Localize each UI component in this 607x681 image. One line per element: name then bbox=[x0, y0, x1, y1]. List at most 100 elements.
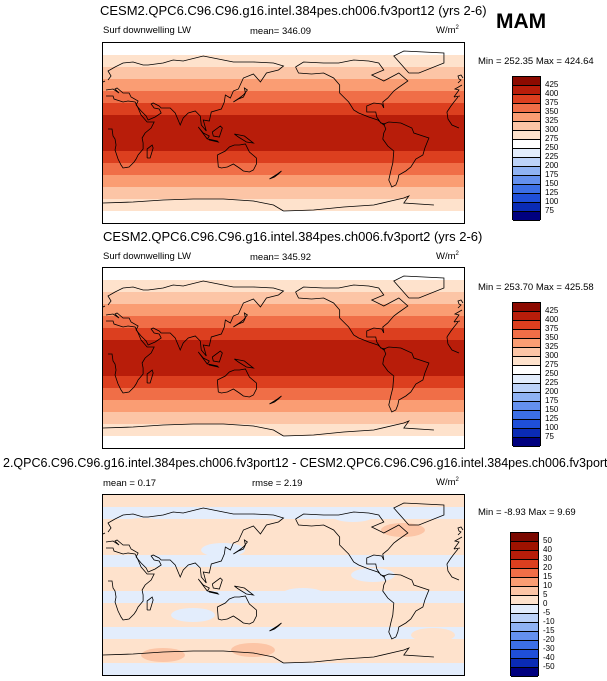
colorbar-segment bbox=[511, 551, 538, 560]
colorbar-segment bbox=[513, 203, 540, 212]
field-band bbox=[103, 400, 464, 413]
coastline bbox=[457, 299, 464, 309]
coastline bbox=[211, 350, 223, 363]
season-label: MAM bbox=[496, 10, 547, 33]
colorbar-box bbox=[512, 76, 541, 221]
colorbar-segment bbox=[513, 402, 540, 411]
coastline bbox=[295, 59, 409, 126]
colorbar-tick-label: 50 bbox=[543, 536, 552, 545]
field-band bbox=[103, 651, 464, 664]
coastline bbox=[446, 321, 459, 338]
colorbar-tick-label: 225 bbox=[545, 152, 559, 161]
field-band bbox=[103, 79, 464, 92]
panel-1-variable: Surf downwelling LW bbox=[103, 25, 192, 36]
colorbar-tick-label: 225 bbox=[545, 378, 559, 387]
coastline bbox=[233, 539, 248, 555]
panel-1-title: CESM2.QPC6.C96.C96.g16.intel.384pes.ch00… bbox=[100, 3, 487, 18]
field-band bbox=[103, 163, 464, 176]
colorbar-tick-label: 30 bbox=[543, 554, 552, 563]
colorbar-tick-label: 375 bbox=[545, 98, 559, 107]
colorbar-segment bbox=[513, 330, 540, 339]
coastline bbox=[208, 138, 220, 143]
field-band bbox=[103, 115, 464, 128]
field-anomaly bbox=[281, 588, 325, 602]
colorbar-segment bbox=[513, 393, 540, 402]
coastline bbox=[453, 536, 463, 550]
field-band bbox=[103, 67, 464, 80]
coastline bbox=[103, 532, 106, 535]
field-anomaly bbox=[331, 508, 375, 522]
colorbar-segment bbox=[513, 303, 540, 312]
coastline bbox=[216, 595, 257, 625]
coastline bbox=[393, 50, 445, 74]
field-band bbox=[103, 268, 464, 281]
panel-2-minmax: Min = 253.70 Max = 425.58 bbox=[478, 282, 594, 293]
coastline bbox=[233, 87, 248, 103]
field-band bbox=[103, 127, 464, 140]
colorbar-tick-label: 20 bbox=[543, 563, 552, 572]
colorbar-tick-label: 400 bbox=[545, 89, 559, 98]
colorbar-tick-label: 10 bbox=[543, 581, 552, 590]
colorbar-tick-label: 350 bbox=[545, 107, 559, 116]
coastline bbox=[105, 507, 285, 584]
field-band bbox=[103, 519, 464, 532]
colorbar-tick-label: 175 bbox=[545, 396, 559, 405]
colorbar-segment bbox=[511, 569, 538, 578]
field-band bbox=[103, 211, 464, 223]
coastline bbox=[211, 125, 223, 138]
colorbar-segment bbox=[513, 95, 540, 104]
coastline bbox=[197, 351, 210, 365]
field-band bbox=[103, 531, 464, 544]
colorbar-tick-label: 325 bbox=[545, 116, 559, 125]
coastline bbox=[283, 647, 434, 664]
colorbar-tick-label: 0 bbox=[543, 599, 548, 608]
colorbar-segment bbox=[513, 86, 540, 95]
colorbar-segment bbox=[511, 587, 538, 596]
coastline bbox=[208, 363, 220, 368]
field-band bbox=[103, 316, 464, 329]
colorbar-segment bbox=[513, 149, 540, 158]
panel-1-units: W/m2 bbox=[436, 25, 459, 37]
colorbar-tick-label: 175 bbox=[545, 170, 559, 179]
colorbar-tick-label: -40 bbox=[543, 653, 555, 662]
colorbar-segment bbox=[513, 384, 540, 393]
field-band bbox=[103, 139, 464, 152]
colorbar-segment bbox=[513, 185, 540, 194]
colorbar-tick-label: 275 bbox=[545, 134, 559, 143]
coastline bbox=[457, 526, 464, 536]
panel-2-title: CESM2.QPC6.C96.C96.g16.intel.384pes.ch00… bbox=[103, 229, 483, 244]
colorbar-segment bbox=[513, 176, 540, 185]
colorbar-segment bbox=[511, 659, 538, 668]
colorbar-segment bbox=[513, 438, 540, 447]
colorbar-tick-label: 150 bbox=[545, 405, 559, 414]
field-anomaly bbox=[121, 518, 165, 532]
coastline bbox=[393, 502, 445, 526]
colorbar-tick-label: 250 bbox=[545, 143, 559, 152]
colorbar-segment bbox=[513, 429, 540, 438]
colorbar-tick-label: -10 bbox=[543, 617, 555, 626]
field-band bbox=[103, 495, 464, 508]
coastline bbox=[453, 84, 463, 98]
coastline bbox=[106, 320, 155, 394]
coastline bbox=[103, 80, 106, 83]
field-band bbox=[103, 663, 464, 675]
coastline bbox=[105, 280, 285, 357]
coastline bbox=[453, 320, 461, 323]
field-anomaly bbox=[201, 543, 245, 557]
colorbar-segment bbox=[511, 650, 538, 659]
coastline bbox=[208, 590, 220, 595]
colorbar-tick-label: 75 bbox=[545, 432, 554, 441]
coastline bbox=[382, 121, 430, 188]
field-band bbox=[103, 304, 464, 317]
colorbar-tick-label: -50 bbox=[543, 662, 555, 671]
colorbar-box bbox=[510, 532, 539, 677]
field-band bbox=[103, 555, 464, 568]
field-band bbox=[103, 603, 464, 616]
colorbar-segment bbox=[513, 158, 540, 167]
field-band bbox=[103, 639, 464, 652]
coastline bbox=[446, 336, 460, 354]
colorbar-tick-label: 425 bbox=[545, 306, 559, 315]
colorbar-segment bbox=[513, 113, 540, 122]
coastline bbox=[234, 358, 255, 369]
coastline bbox=[146, 369, 154, 384]
